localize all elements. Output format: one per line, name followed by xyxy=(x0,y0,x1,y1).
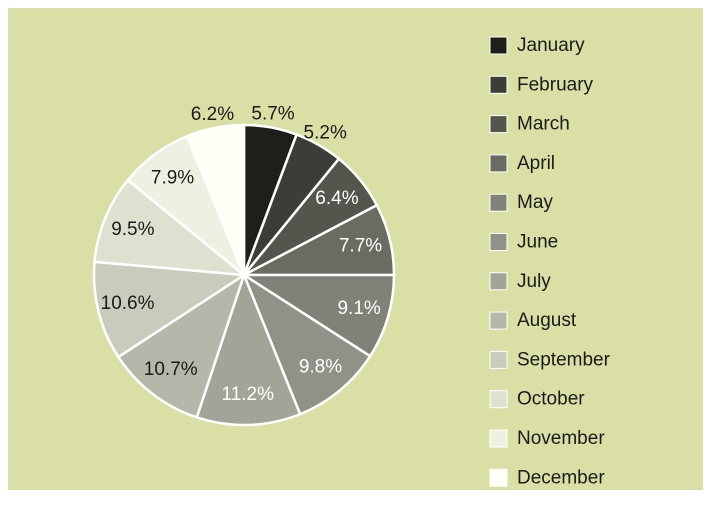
legend-label: May xyxy=(517,192,553,213)
data-label: 9.8% xyxy=(299,356,342,377)
data-label: 6.4% xyxy=(315,188,358,209)
legend-swatch xyxy=(489,193,508,212)
pie-slice xyxy=(92,260,248,359)
legend-swatch xyxy=(489,233,508,251)
legend-label: March xyxy=(517,114,570,135)
data-label: 9.5% xyxy=(111,219,154,240)
data-label: 7.9% xyxy=(151,168,194,189)
pie-slice xyxy=(239,273,396,358)
data-label: 9.1% xyxy=(337,298,380,319)
legend-label: September xyxy=(517,349,611,370)
pie-slice xyxy=(116,271,247,419)
data-label: 6.2% xyxy=(191,104,234,125)
legend-label: February xyxy=(517,74,594,95)
legend-swatch xyxy=(489,272,508,291)
legend-swatch xyxy=(489,36,508,55)
legend-swatch xyxy=(489,311,508,330)
legend-label: December xyxy=(517,467,605,488)
data-label: 10.7% xyxy=(144,359,198,380)
legend-label: January xyxy=(517,35,585,56)
legend-label: August xyxy=(517,310,577,331)
legend-swatch xyxy=(489,350,508,369)
legend-swatch xyxy=(489,429,508,448)
legend-label: April xyxy=(517,153,555,174)
legend-swatch xyxy=(489,468,508,487)
pie-slice xyxy=(241,271,372,416)
legend-label: June xyxy=(517,232,558,253)
pie: 5.7% 5.2% 6.4% 7.7% 9.1% 9.8% 11.2% 10.7% 10.6% 9… xyxy=(92,104,396,427)
data-label: 5.2% xyxy=(304,123,347,144)
legend-swatch xyxy=(489,390,508,409)
pie-slice xyxy=(185,123,246,276)
legend: January February March April May June July Augu… xyxy=(489,35,611,488)
legend-label: November xyxy=(517,428,605,449)
legend-label: October xyxy=(517,389,585,410)
pie-slice xyxy=(195,271,302,427)
legend-swatch xyxy=(489,154,508,173)
data-label: 10.6% xyxy=(101,293,155,314)
data-label: 7.7% xyxy=(339,235,382,256)
legend-label: July xyxy=(517,271,551,292)
pie-slice xyxy=(93,178,248,277)
data-label: 5.7% xyxy=(251,104,294,125)
data-label: 11.2% xyxy=(222,384,275,405)
legend-swatch xyxy=(489,75,508,94)
legend-swatch xyxy=(489,115,508,134)
